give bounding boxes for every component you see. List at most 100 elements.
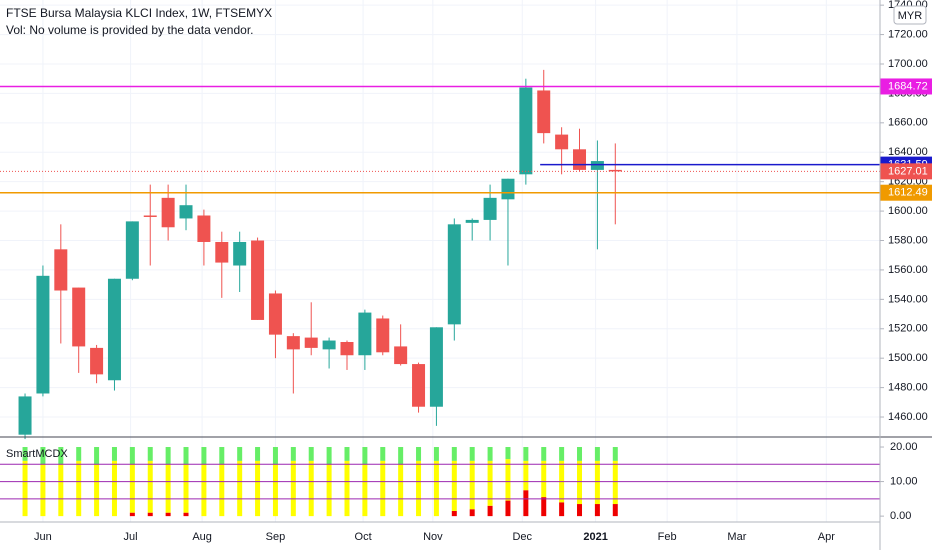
x-tick-label: Jun bbox=[34, 531, 52, 543]
indicator-bar bbox=[594, 460, 600, 505]
price-label: 1684.72 bbox=[888, 80, 928, 92]
indicator-bar bbox=[326, 464, 332, 517]
indicator-bar bbox=[416, 447, 422, 461]
indicator-bar bbox=[326, 447, 332, 465]
y-tick-label: 1700.00 bbox=[888, 58, 928, 70]
candle-body bbox=[72, 287, 86, 347]
indicator-bar bbox=[577, 460, 583, 505]
indicator-bar bbox=[577, 504, 583, 517]
indicator-bar bbox=[94, 447, 100, 465]
currency-badge bbox=[893, 5, 927, 25]
indicator-bar bbox=[290, 447, 296, 461]
indicator-bar bbox=[255, 447, 261, 461]
indicator-bar bbox=[308, 447, 314, 461]
indicator-bar bbox=[201, 464, 207, 517]
candle-body bbox=[36, 275, 50, 394]
price-label: 1627.01 bbox=[888, 165, 928, 177]
candle-body bbox=[90, 347, 104, 375]
candle-body bbox=[590, 161, 604, 170]
y-tick-label: 1720.00 bbox=[888, 28, 928, 40]
candle-body bbox=[233, 241, 247, 266]
indicator-bar bbox=[362, 447, 368, 465]
candle-body bbox=[215, 241, 229, 263]
indicator-bar bbox=[380, 460, 386, 517]
indicator-bar bbox=[308, 460, 314, 517]
indicator-bar bbox=[129, 447, 135, 465]
indicator-bar bbox=[147, 447, 153, 461]
indicator-bar bbox=[111, 460, 117, 517]
indicator-bar bbox=[219, 447, 225, 465]
indicator-bar bbox=[58, 464, 64, 517]
indicator-bar bbox=[183, 447, 189, 465]
indicator-bar bbox=[344, 447, 350, 461]
candle-body bbox=[304, 337, 318, 348]
indicator-bar bbox=[559, 447, 565, 461]
indicator-bar bbox=[94, 464, 100, 517]
x-tick-label: Dec bbox=[512, 531, 532, 543]
x-tick-label: Nov bbox=[423, 531, 443, 543]
candle-body bbox=[447, 224, 461, 325]
y-tick-label: 1580.00 bbox=[888, 234, 928, 246]
candle-body bbox=[107, 278, 121, 381]
candle-body bbox=[251, 240, 265, 320]
x-tick-label: Feb bbox=[658, 531, 677, 543]
indicator-bar bbox=[272, 464, 278, 517]
y-tick-label: 0.00 bbox=[890, 510, 911, 522]
indicator-bar bbox=[398, 447, 404, 465]
indicator-bar bbox=[22, 447, 28, 461]
candle-body bbox=[143, 215, 157, 217]
indicator-bar bbox=[76, 447, 82, 461]
indicator-bar bbox=[183, 464, 189, 513]
indicator-bar bbox=[398, 464, 404, 517]
indicator-bar bbox=[362, 464, 368, 517]
currency: MYR bbox=[898, 10, 923, 22]
indicator-bar bbox=[505, 447, 511, 460]
candle-body bbox=[519, 87, 533, 175]
candle-body bbox=[161, 197, 175, 228]
candle-body bbox=[537, 90, 551, 134]
indicator-bar bbox=[416, 460, 422, 517]
candle-body bbox=[412, 364, 426, 407]
indicator-bar bbox=[40, 447, 46, 465]
indicator-bar bbox=[201, 447, 207, 465]
indicator-bar bbox=[487, 447, 493, 461]
y-tick-label: 1500.00 bbox=[888, 352, 928, 364]
candle-body bbox=[465, 219, 479, 223]
candle-body bbox=[483, 197, 497, 220]
candle-body bbox=[376, 318, 390, 353]
candle-body bbox=[18, 396, 32, 435]
x-tick-label: Oct bbox=[355, 531, 372, 543]
indicator-bar bbox=[183, 512, 189, 517]
x-tick-label: 2021 bbox=[583, 531, 607, 543]
candle-body bbox=[429, 327, 443, 407]
indicator-bar bbox=[594, 447, 600, 461]
indicator-bar bbox=[111, 447, 117, 461]
indicator-bar bbox=[469, 509, 475, 517]
y-tick-label: 1520.00 bbox=[888, 323, 928, 335]
price-label: 1612.49 bbox=[888, 187, 928, 199]
x-tick-label: Mar bbox=[727, 531, 746, 543]
candle-body bbox=[501, 178, 515, 200]
price-label-box bbox=[880, 163, 932, 180]
candle-body bbox=[179, 205, 193, 219]
indicator-bar bbox=[433, 447, 439, 461]
x-tick-label: Apr bbox=[818, 531, 835, 543]
indicator-bar bbox=[237, 447, 243, 461]
indicator-bar bbox=[165, 447, 171, 465]
indicator-bar bbox=[165, 512, 171, 517]
indicator-bar bbox=[433, 460, 439, 517]
indicator-bar bbox=[380, 447, 386, 461]
indicator-bar bbox=[612, 504, 618, 517]
indicator-bar bbox=[129, 512, 135, 517]
indicator-bar bbox=[129, 464, 135, 513]
indicator-bar bbox=[559, 502, 565, 517]
candle-body bbox=[197, 215, 211, 242]
indicator-bar bbox=[147, 460, 153, 513]
indicator-bar bbox=[272, 447, 278, 465]
indicator-bar bbox=[451, 460, 457, 511]
indicator-bar bbox=[523, 460, 529, 491]
y-tick-label: 10.00 bbox=[890, 475, 918, 487]
indicator-bar bbox=[219, 464, 225, 517]
indicator-bar bbox=[237, 460, 243, 517]
indicator-bar bbox=[505, 500, 511, 517]
